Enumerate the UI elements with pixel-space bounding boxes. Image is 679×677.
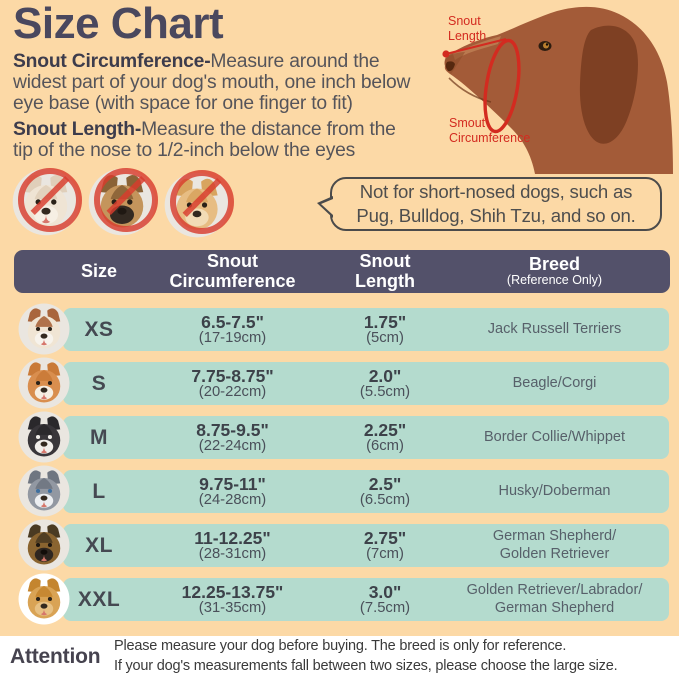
breed-value: Husky/Doberman — [498, 482, 611, 499]
breed-note: (Reference Only) — [506, 273, 603, 288]
table-row-xl: XL 11-12.25" (28-31cm) 2.75" (7cm) German … — [18, 519, 669, 571]
banned-dog-french-bulldog-tan — [84, 164, 160, 236]
circumference-value: 12.25-13.75" (31-35cm) — [181, 581, 284, 616]
warning-text: Not for short-nosed dogs, such as Pug, B… — [356, 181, 636, 226]
measure-dot-icon — [442, 50, 450, 58]
dog-head-illustration — [442, 6, 673, 174]
attention-label: Attention — [10, 644, 101, 668]
column-header-size: Size — [80, 260, 118, 281]
circumference-value: 9.75-11" (24-28cm) — [198, 473, 267, 508]
size-table-body: XS 6.5-7.5" (17-19cm) 1.75" (5cm) Jack Rus… — [18, 303, 669, 632]
column-header-breed: Breed (Reference Only) — [440, 255, 669, 287]
length-value: 1.75" (5cm) — [363, 311, 407, 346]
warning-bubble: Not for short-nosed dogs, such as Pug, B… — [317, 177, 662, 231]
length-value: 2.75" (7cm) — [363, 527, 407, 562]
attention-text: Please measure your dog before buying. T… — [114, 637, 618, 674]
length-value: 3.0" (7.5cm) — [359, 581, 411, 616]
snout-length-callout: Snout Length — [448, 14, 487, 43]
length-value: 2.5" (6.5cm) — [359, 473, 411, 508]
measurement-marks — [445, 38, 521, 134]
snout-circumference-ellipse — [483, 38, 521, 134]
no-sign-icon — [94, 168, 158, 232]
length-value: 2.0" (5.5cm) — [359, 365, 411, 400]
snout-circumference-callout: Smout Circumference — [449, 116, 531, 145]
banned-dog-french-bulldog-white — [8, 164, 84, 236]
dog-avatar-husky — [18, 465, 70, 517]
circumference-value: 7.75-8.75" (20-22cm) — [191, 365, 274, 400]
dog-avatar-golden-retriever — [18, 573, 70, 625]
page-title: Size Chart — [13, 0, 224, 48]
snout-length-line — [445, 38, 507, 55]
table-row-xxl: XXL 12.25-13.75" (31-35cm) 3.0" (7.5cm) Go… — [18, 573, 669, 625]
dog-avatar-jack-russell — [18, 303, 70, 355]
size-value: L — [92, 479, 106, 503]
length-value: 2.25" (6cm) — [363, 419, 407, 454]
no-sign-icon — [170, 170, 234, 234]
table-row-l: L 9.75-11" (24-28cm) 2.5" (6.5cm) Husky/Do… — [18, 465, 669, 517]
size-value: M — [90, 425, 108, 449]
instruction-label: Snout Length- — [13, 119, 142, 141]
circumference-value: 11-12.25" (28-31cm) — [194, 527, 271, 562]
size-value: XXL — [77, 587, 121, 611]
dog-avatar-border-collie — [18, 411, 70, 463]
breed-value: Beagle/Corgi — [512, 374, 597, 391]
size-value: S — [91, 371, 107, 395]
banned-dog-pomeranian — [160, 166, 236, 238]
dog-avatar-corgi — [18, 357, 70, 409]
dog-avatar-german-shepherd — [18, 519, 70, 571]
size-value: XL — [85, 533, 113, 557]
table-row-m: M 8.75-9.5" (22-24cm) 2.25" (6cm) Border C… — [18, 411, 669, 463]
circumference-value: 6.5-7.5" (17-19cm) — [198, 311, 267, 346]
snout-circumference-instructions: Snout Circumference-Measure around the wi… — [13, 51, 411, 115]
column-header-length: Snout Length — [355, 251, 415, 291]
size-value: XS — [84, 317, 114, 341]
attention-bar: Attention Please measure your dog before… — [0, 636, 679, 677]
breed-value: Border Collie/Whippet — [483, 428, 626, 445]
breed-value: Golden Retriever/Labrador/German Shepher… — [466, 582, 643, 616]
breed-value: Jack Russell Terriers — [487, 320, 622, 337]
table-row-s: S 7.75-8.75" (20-22cm) 2.0" (5.5cm) Beagle… — [18, 357, 669, 409]
circumference-value: 8.75-9.5" (22-24cm) — [196, 419, 269, 454]
dog-nose — [445, 61, 455, 72]
table-header: Size Snout Circumference Snout Length Br… — [14, 250, 670, 293]
bubble-tail — [317, 196, 333, 218]
column-header-circumference: Snout Circumference — [169, 251, 296, 291]
dog-measurement-diagram: Snout Length Smout Circumference — [439, 2, 679, 174]
no-sign-icon — [18, 168, 82, 232]
instruction-label: Snout Circumference- — [13, 51, 211, 72]
intro-section: Size Chart Snout Circumference-Measure a… — [13, 0, 449, 162]
snout-length-instructions: Snout Length-Measure the distance from t… — [13, 119, 396, 162]
table-row-xs: XS 6.5-7.5" (17-19cm) 1.75" (5cm) Jack Rus… — [18, 303, 669, 355]
breed-value: German Shepherd/Golden Retriever — [492, 528, 617, 562]
